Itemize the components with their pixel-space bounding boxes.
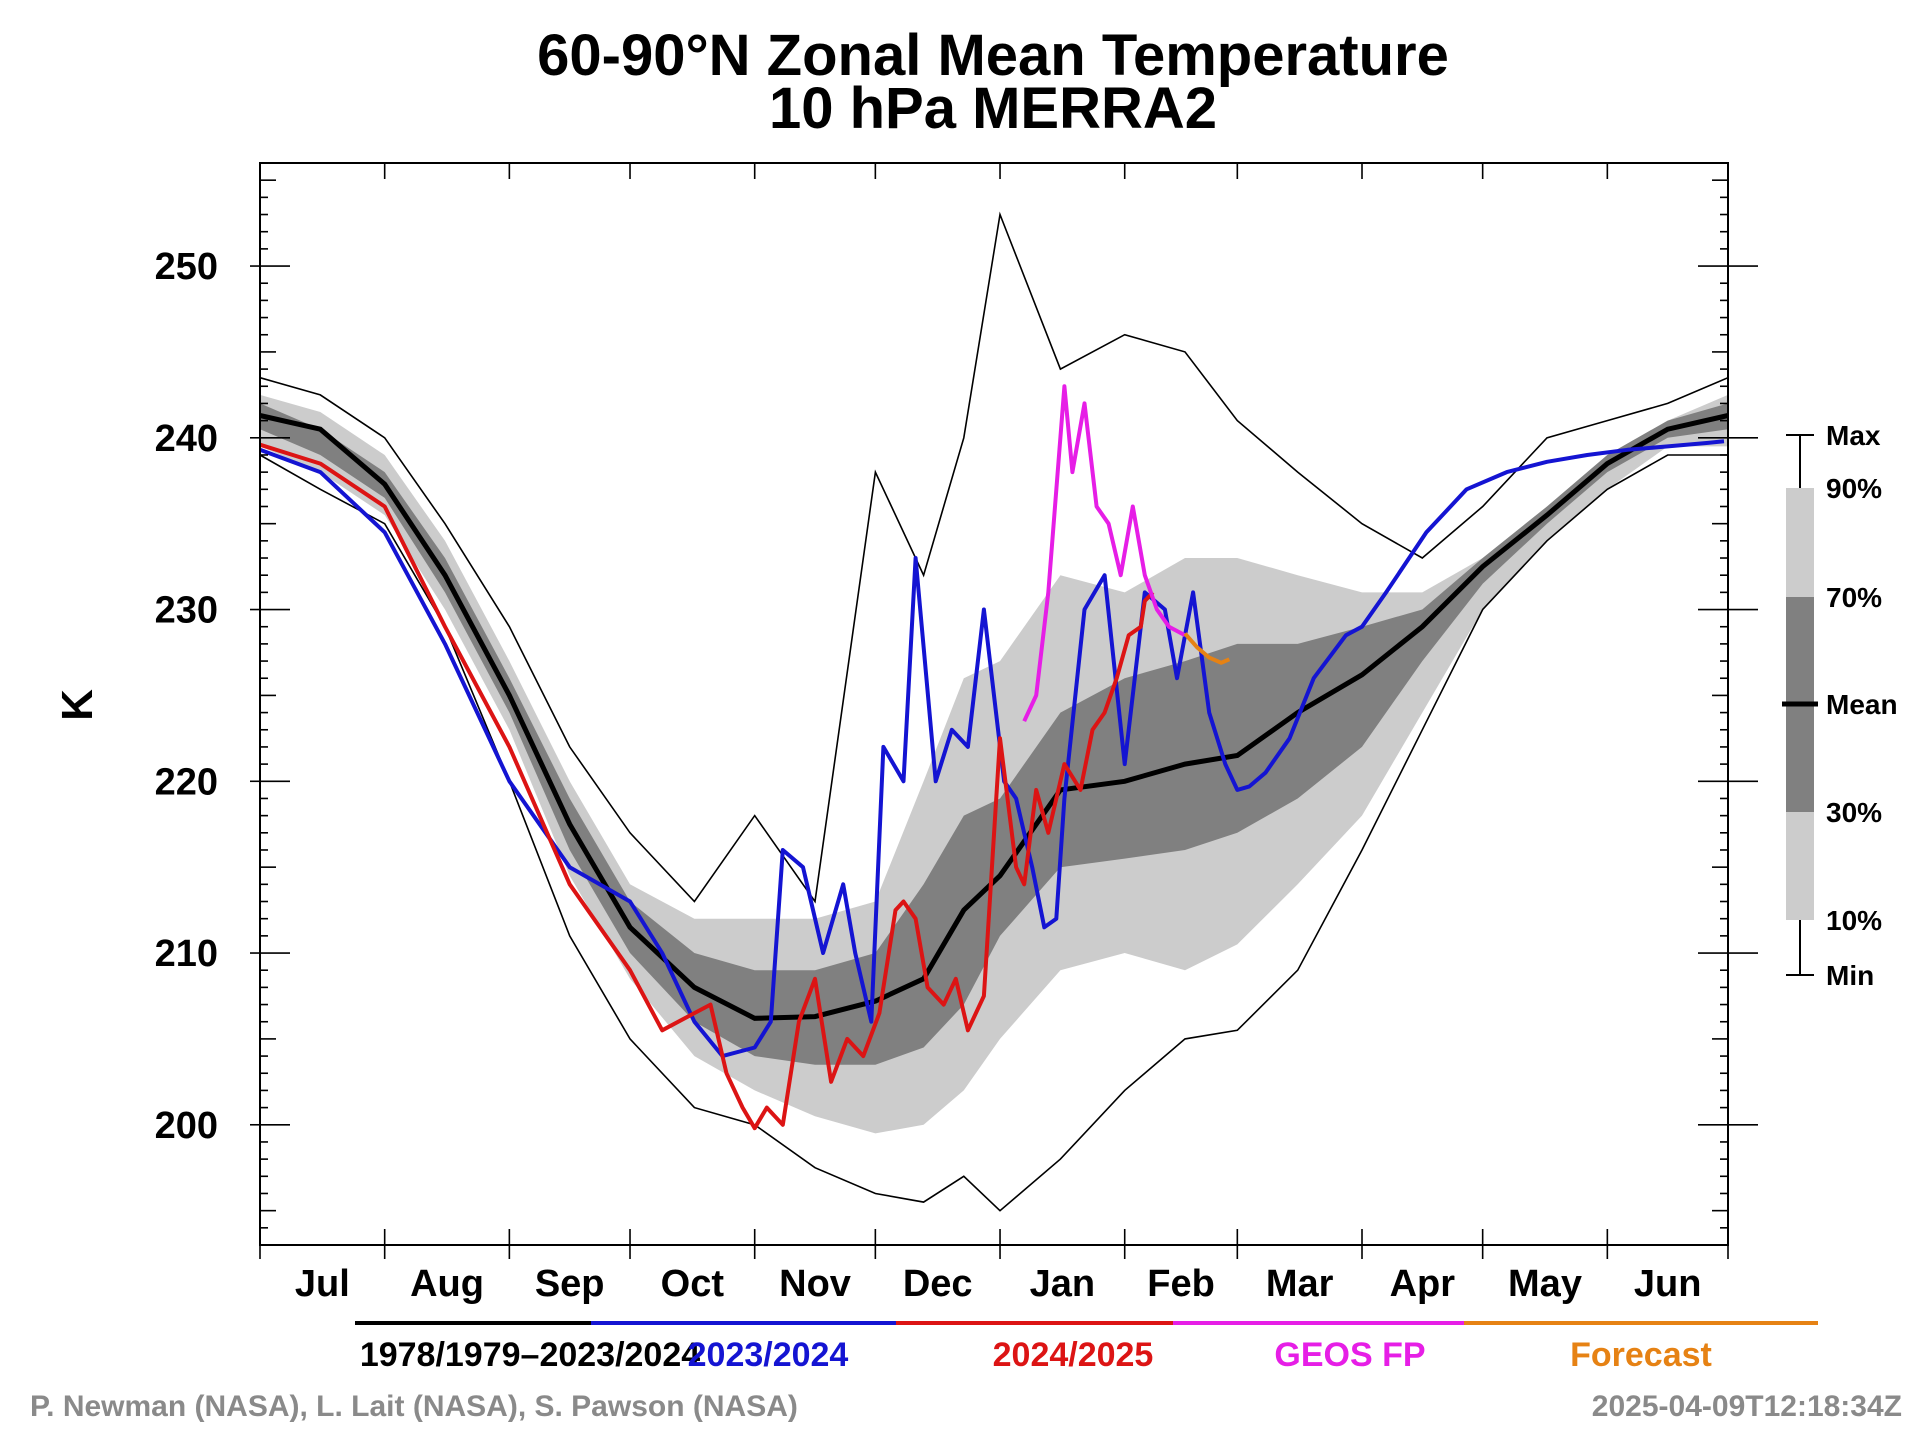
band-10-90 — [260, 394, 1728, 1134]
x-tick-label: Apr — [1390, 1263, 1456, 1305]
percentile-bands — [260, 394, 1728, 1134]
band-legend-label: Max — [1826, 420, 1881, 451]
y-tick-label: 220 — [155, 761, 218, 803]
axes: 200 210 220 230 240 250 Jul Aug Sep Oct Nov Dec Jan F… — [155, 162, 1758, 1305]
x-tick-label: Jun — [1634, 1263, 1702, 1305]
max-line — [259, 211, 1729, 904]
band-legend-label: 90% — [1826, 473, 1882, 504]
x-tick-label: May — [1508, 1263, 1582, 1305]
mean-line — [259, 413, 1729, 1021]
legend-band-70-90 — [1786, 488, 1814, 597]
series-lines — [259, 211, 1729, 1212]
series-line-3 — [1022, 384, 1186, 723]
y-axis-label: K — [53, 689, 102, 721]
y-tick-label: 250 — [155, 246, 218, 288]
series-line-2 — [259, 442, 1155, 1131]
series-line-1 — [259, 439, 1725, 1059]
x-tick-label: Mar — [1266, 1263, 1334, 1305]
legend-label-4: Forecast — [1570, 1336, 1712, 1374]
x-tick-label: Nov — [779, 1263, 851, 1305]
x-tick-label: Aug — [410, 1263, 484, 1305]
plot-frame — [259, 162, 1729, 1246]
y-tick-label: 230 — [155, 590, 218, 632]
credit-text: P. Newman (NASA), L. Lait (NASA), S. Paw… — [30, 1390, 798, 1423]
series-line-4 — [1183, 632, 1231, 665]
legend-label-0: 1978/1979–2023/2024 — [360, 1336, 700, 1374]
timestamp-text: 2025-04-09T12:18:34Z — [1592, 1390, 1902, 1423]
band-legend-label: 70% — [1826, 582, 1882, 613]
band-legend: Max 90% 70% Mean 30% 10% Min — [1782, 420, 1898, 991]
x-tick-label: Jan — [1030, 1263, 1095, 1305]
x-tick-label: Jul — [295, 1263, 350, 1305]
legend-label-2: 2024/2025 — [993, 1336, 1154, 1374]
chart-subtitle: 10 hPa MERRA2 — [769, 76, 1217, 141]
band-legend-label: 30% — [1826, 797, 1882, 828]
y-tick-label: 200 — [155, 1105, 218, 1147]
y-tick-label: 240 — [155, 418, 218, 460]
x-tick-label: Dec — [903, 1263, 973, 1305]
x-tick-label: Oct — [661, 1263, 725, 1305]
x-tick-label: Feb — [1147, 1263, 1215, 1305]
x-tick-label: Sep — [535, 1263, 605, 1305]
legend-label-3: GEOS FP — [1274, 1336, 1425, 1374]
y-tick-label: 210 — [155, 933, 218, 975]
chart-title: 60-90°N Zonal Mean Temperature — [537, 23, 1449, 88]
band-legend-label: Min — [1826, 960, 1874, 991]
legend-label-1: 2023/2024 — [688, 1336, 849, 1374]
band-legend-label: Mean — [1826, 689, 1898, 720]
band-legend-label: 10% — [1826, 905, 1882, 936]
legend-band-10-30 — [1786, 812, 1814, 920]
min-line — [259, 454, 1728, 1212]
